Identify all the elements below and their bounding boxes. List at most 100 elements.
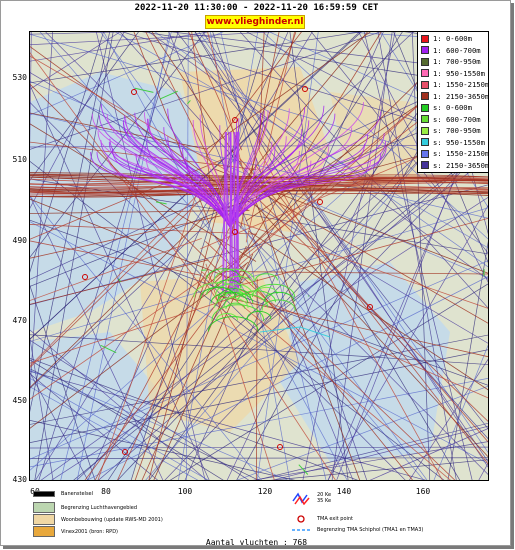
- flight-track: [30, 176, 488, 195]
- flight-track: [30, 198, 244, 284]
- flight-track: [148, 172, 228, 480]
- flight-track: [258, 32, 265, 150]
- flight-track: [215, 283, 253, 296]
- residential-swatch: [33, 514, 55, 525]
- flight-track: [30, 377, 209, 480]
- flight-track: [202, 32, 488, 468]
- flight-track: [30, 32, 363, 84]
- flight-track: [97, 178, 202, 480]
- legend-item: 1: 950-1550m: [421, 68, 488, 80]
- flight-track: [35, 32, 313, 480]
- flight-track: [30, 371, 427, 480]
- flight-track: [377, 32, 457, 480]
- flight-track-map[interactable]: [29, 31, 489, 481]
- flight-track: [411, 32, 431, 480]
- flight-track: [255, 286, 278, 294]
- flight-track: [191, 32, 213, 197]
- tma-exit-marker: [131, 89, 137, 95]
- flight-track: [143, 112, 231, 228]
- flight-track: [90, 151, 231, 228]
- flight-track: [30, 55, 241, 179]
- legend-item: s: 0-600m: [421, 102, 488, 114]
- flight-track: [30, 334, 488, 425]
- flight-track: [100, 344, 117, 354]
- key-tma-boundary: Begrenzing TMA Schiphol (TMA1 en TMA3): [291, 526, 423, 534]
- flight-track: [200, 286, 236, 299]
- legend-swatch: [421, 149, 429, 158]
- legend-swatch: [421, 138, 429, 147]
- flight-track: [307, 295, 310, 297]
- flight-track: [30, 63, 488, 471]
- flight-track: [30, 72, 488, 344]
- legend-label: 1: 2150-3650m: [433, 91, 490, 101]
- legend-swatch: [421, 80, 429, 89]
- flight-track: [178, 32, 259, 480]
- flight-track: [187, 100, 191, 105]
- flight-track: [30, 339, 250, 480]
- track-canvas: [30, 32, 488, 480]
- flight-track: [114, 32, 488, 249]
- flight-track: [213, 268, 255, 282]
- flight-track: [219, 125, 231, 228]
- flight-track: [134, 87, 154, 93]
- flight-track: [229, 143, 365, 228]
- key-residential: Woonbebouwing (update RWS-MD 2001): [33, 514, 163, 525]
- flight-track: [30, 141, 257, 170]
- flight-track: [30, 183, 209, 367]
- y-tick-label: 530: [12, 73, 27, 82]
- flight-track: [184, 32, 384, 480]
- flight-track: [30, 371, 89, 480]
- legend-label: 1: 0-600m: [433, 34, 472, 44]
- x-tick-label: 120: [257, 487, 273, 496]
- legend-label: 1: 1550-2150m: [433, 80, 490, 90]
- legend-item: s: 600-700m: [421, 114, 488, 126]
- tma-exit-marker: [232, 229, 238, 235]
- flight-track: [210, 32, 291, 480]
- x-tick-label: 140: [336, 487, 352, 496]
- key-tma-exit: TMA exit point: [291, 514, 353, 524]
- flight-track: [298, 464, 309, 475]
- legend-label: s: 600-700m: [433, 114, 481, 124]
- legend-label: s: 700-950m: [433, 126, 481, 136]
- flight-track: [207, 316, 259, 332]
- legend-item: s: 1550-2150m: [421, 148, 490, 160]
- flight-track: [225, 302, 246, 309]
- water-area: [280, 262, 450, 462]
- flight-track: [246, 310, 272, 320]
- flight-track: [30, 32, 134, 35]
- flight-track: [259, 326, 331, 338]
- flight-track: [30, 46, 229, 192]
- y-tick-label: 490: [12, 236, 27, 245]
- map-key: Banenstelsel Begrenzing Luchthavengebied…: [29, 489, 489, 541]
- flight-track: [30, 33, 488, 172]
- flight-track: [245, 32, 295, 243]
- y-tick-label: 510: [12, 155, 27, 164]
- flight-track: [214, 235, 413, 480]
- flight-track: [447, 241, 488, 480]
- airport-swatch: [33, 502, 55, 513]
- flight-track: [30, 260, 488, 460]
- flight-track: [30, 195, 262, 480]
- period-title: 2022-11-20 11:30:00 - 2022-11-20 16:59:5…: [134, 3, 379, 13]
- flight-track: [106, 113, 231, 228]
- legend-item: s: 2150-3650m: [421, 160, 489, 172]
- flight-track: [230, 174, 488, 324]
- flight-track: [76, 32, 170, 480]
- flight-track: [207, 32, 248, 188]
- flight-track: [206, 268, 241, 279]
- legend-swatch: [421, 69, 429, 78]
- noise-contour-icon: [292, 492, 310, 505]
- site-link[interactable]: www.vlieghinder.nl: [205, 15, 305, 29]
- flight-track: [483, 269, 485, 277]
- flight-track: [255, 273, 278, 281]
- legend-label: s: 1550-2150m: [433, 149, 490, 159]
- flight-track: [237, 131, 240, 293]
- flight-track: [206, 32, 371, 150]
- flight-track: [30, 194, 206, 368]
- altitude-legend: 1: 0-600m 1: 600-700m 1: 700-950m 1: 950…: [417, 31, 489, 173]
- flight-track: [30, 112, 208, 150]
- flight-track: [244, 32, 368, 180]
- tma-exit-marker: [277, 444, 283, 450]
- legend-item: 1: 600-700m: [421, 45, 488, 57]
